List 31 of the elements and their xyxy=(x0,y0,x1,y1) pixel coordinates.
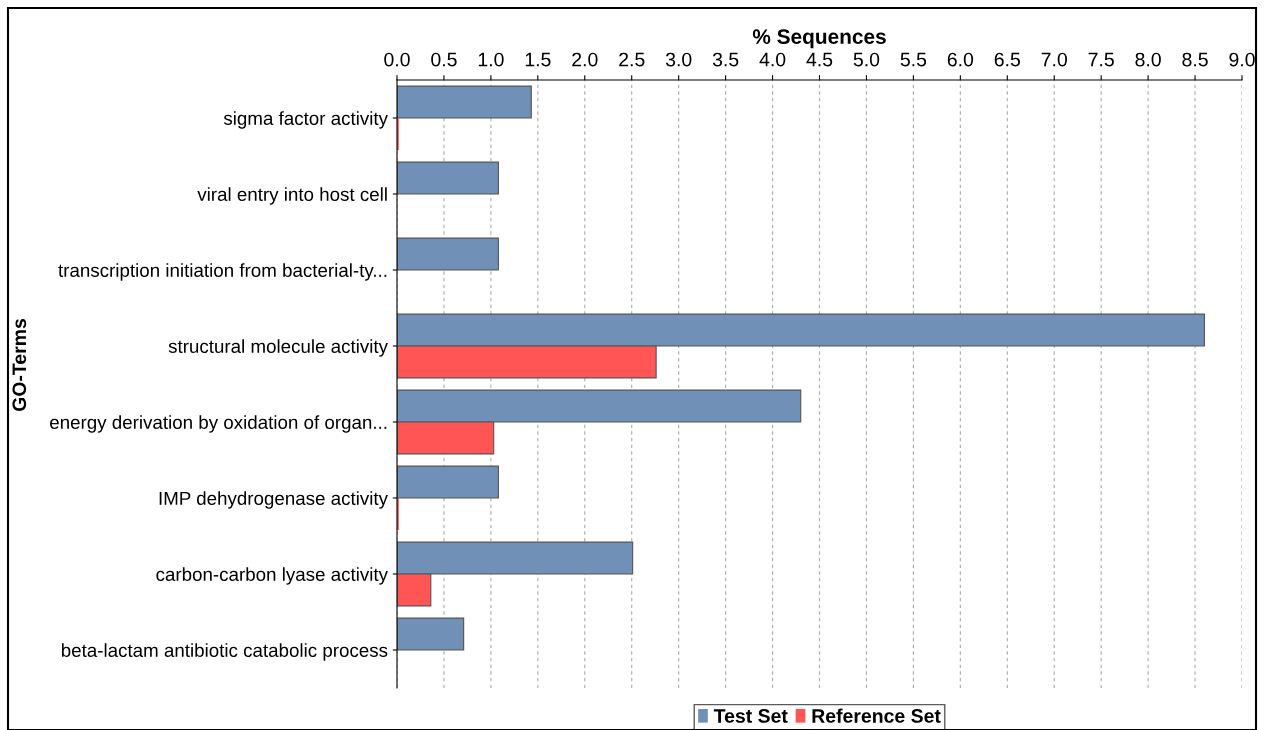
x-tick-label: 4.5 xyxy=(806,52,833,67)
x-tick-label: 4.0 xyxy=(759,52,786,67)
y-tick-label: structural molecule activity xyxy=(168,339,388,357)
y-tick-label: beta-lactam antibiotic catabolic process xyxy=(61,643,388,661)
legend-label: Reference Set xyxy=(812,708,941,723)
x-tick-label: 8.0 xyxy=(1135,52,1161,67)
y-axis-title: GO-Terms xyxy=(12,318,27,412)
y-tick-label: sigma factor activity xyxy=(223,111,388,129)
x-tick-label: 3.0 xyxy=(665,52,692,67)
x-tick-label: 6.5 xyxy=(994,52,1020,67)
x-tick-label: 1.5 xyxy=(525,52,551,67)
x-tick-label: 5.5 xyxy=(900,52,927,67)
legend-label: Test Set xyxy=(713,709,788,723)
x-axis-title: % Sequences xyxy=(752,29,886,49)
y-tick-label: energy derivation by oxidation of organ... xyxy=(50,415,387,433)
x-tick-label: 7.5 xyxy=(1088,52,1114,67)
x-tick-label: 8.5 xyxy=(1182,52,1208,67)
x-tick-label: 0.0 xyxy=(384,52,410,67)
x-tick-label: 6.0 xyxy=(947,52,974,67)
y-tick-label: carbon-carbon lyase activity xyxy=(156,567,388,585)
x-tick-label: 7.0 xyxy=(1041,52,1067,67)
x-tick-label: 2.5 xyxy=(619,52,645,67)
x-tick-label: 2.0 xyxy=(572,52,598,67)
y-tick-label: viral entry into host cell xyxy=(197,187,387,205)
y-tick-label: IMP dehydrogenase activity xyxy=(159,491,388,509)
x-tick-label: 3.5 xyxy=(712,52,739,67)
x-tick-label: 1.0 xyxy=(478,52,504,67)
x-tick-label: 5.0 xyxy=(853,52,880,67)
y-tick-label: transcription initiation from bacterial-ty... xyxy=(58,263,387,281)
x-tick-label: 9.0 xyxy=(1229,52,1255,67)
x-tick-label: 0.5 xyxy=(431,52,457,67)
